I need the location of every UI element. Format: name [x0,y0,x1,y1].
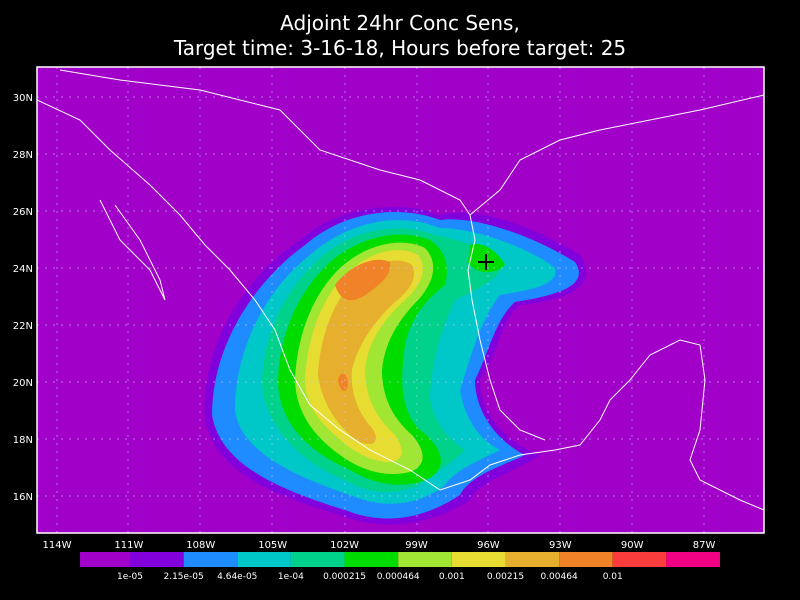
lon-label: 102W [330,540,359,551]
colorbar-swatch [559,552,613,567]
lon-label: 90W [621,540,644,551]
map-frame [36,66,765,534]
lon-label: 93W [549,540,572,551]
lon-label: 111W [114,540,143,551]
colorbar-swatch [505,552,560,567]
contour [335,259,391,392]
colorbar-label: 0.001 [439,572,465,582]
lon-label: 96W [477,540,500,551]
title-line: Adjoint 24hr Conc Sens, [280,11,520,35]
colorbar-swatch [451,552,506,567]
lat-label: 20N [13,378,33,389]
colorbar-label: 0.00464 [540,572,577,582]
colorbar-label: 1e-04 [278,572,304,582]
colorbar-swatch [666,552,720,567]
target-marker [478,254,494,270]
coastline [469,94,764,216]
lat-label: 24N [13,264,33,275]
lon-label: 108W [186,540,215,551]
lon-label: 87W [693,540,716,551]
coastline [37,99,764,511]
contour [318,260,415,445]
colorbar-label: 0.000464 [377,572,420,582]
colorbar-swatch [130,552,184,567]
lon-label: 114W [43,540,72,551]
grid [37,67,764,533]
lon-label: 99W [405,540,428,551]
lat-label: 16N [13,492,33,503]
coastline [467,214,546,441]
colorbar-swatch [344,552,399,567]
lon-labels: 114W 111W 108W 105W 102W 99W 96W 93W 90W 87W [43,540,716,551]
lat-label: 18N [13,435,33,446]
title-line: Target time: 3-16-18, Hours before targe… [173,36,626,60]
map-area [37,67,764,533]
border [59,69,471,216]
colorbar-label: 0.000215 [323,572,366,582]
lat-label: 22N [13,321,33,332]
colorbar-label: 4.64e-05 [217,572,257,582]
lat-label: 30N [13,93,33,104]
colorbar-swatch [183,552,238,567]
lat-label: 26N [13,207,33,218]
colorbar-swatch [612,552,667,567]
colorbar-label: 0.01 [603,572,623,582]
colorbar: 1e-05 2.15e-05 4.64e-05 1e-04 0.000215 0.0004… [80,552,720,582]
colorbar-swatch [398,552,452,567]
colorbar-label: 1e-05 [117,572,143,582]
lon-label: 105W [258,540,287,551]
coastline [99,199,166,301]
colorbar-label: 0.00215 [487,572,524,582]
lat-label: 28N [13,150,33,161]
colorbar-label: 2.15e-05 [163,572,203,582]
colorbar-swatch [237,552,291,567]
lat-labels: 30N 28N 26N 24N 22N 20N 18N 16N [13,93,33,503]
colorbar-swatch [290,552,345,567]
colorbar-swatch [80,552,130,567]
